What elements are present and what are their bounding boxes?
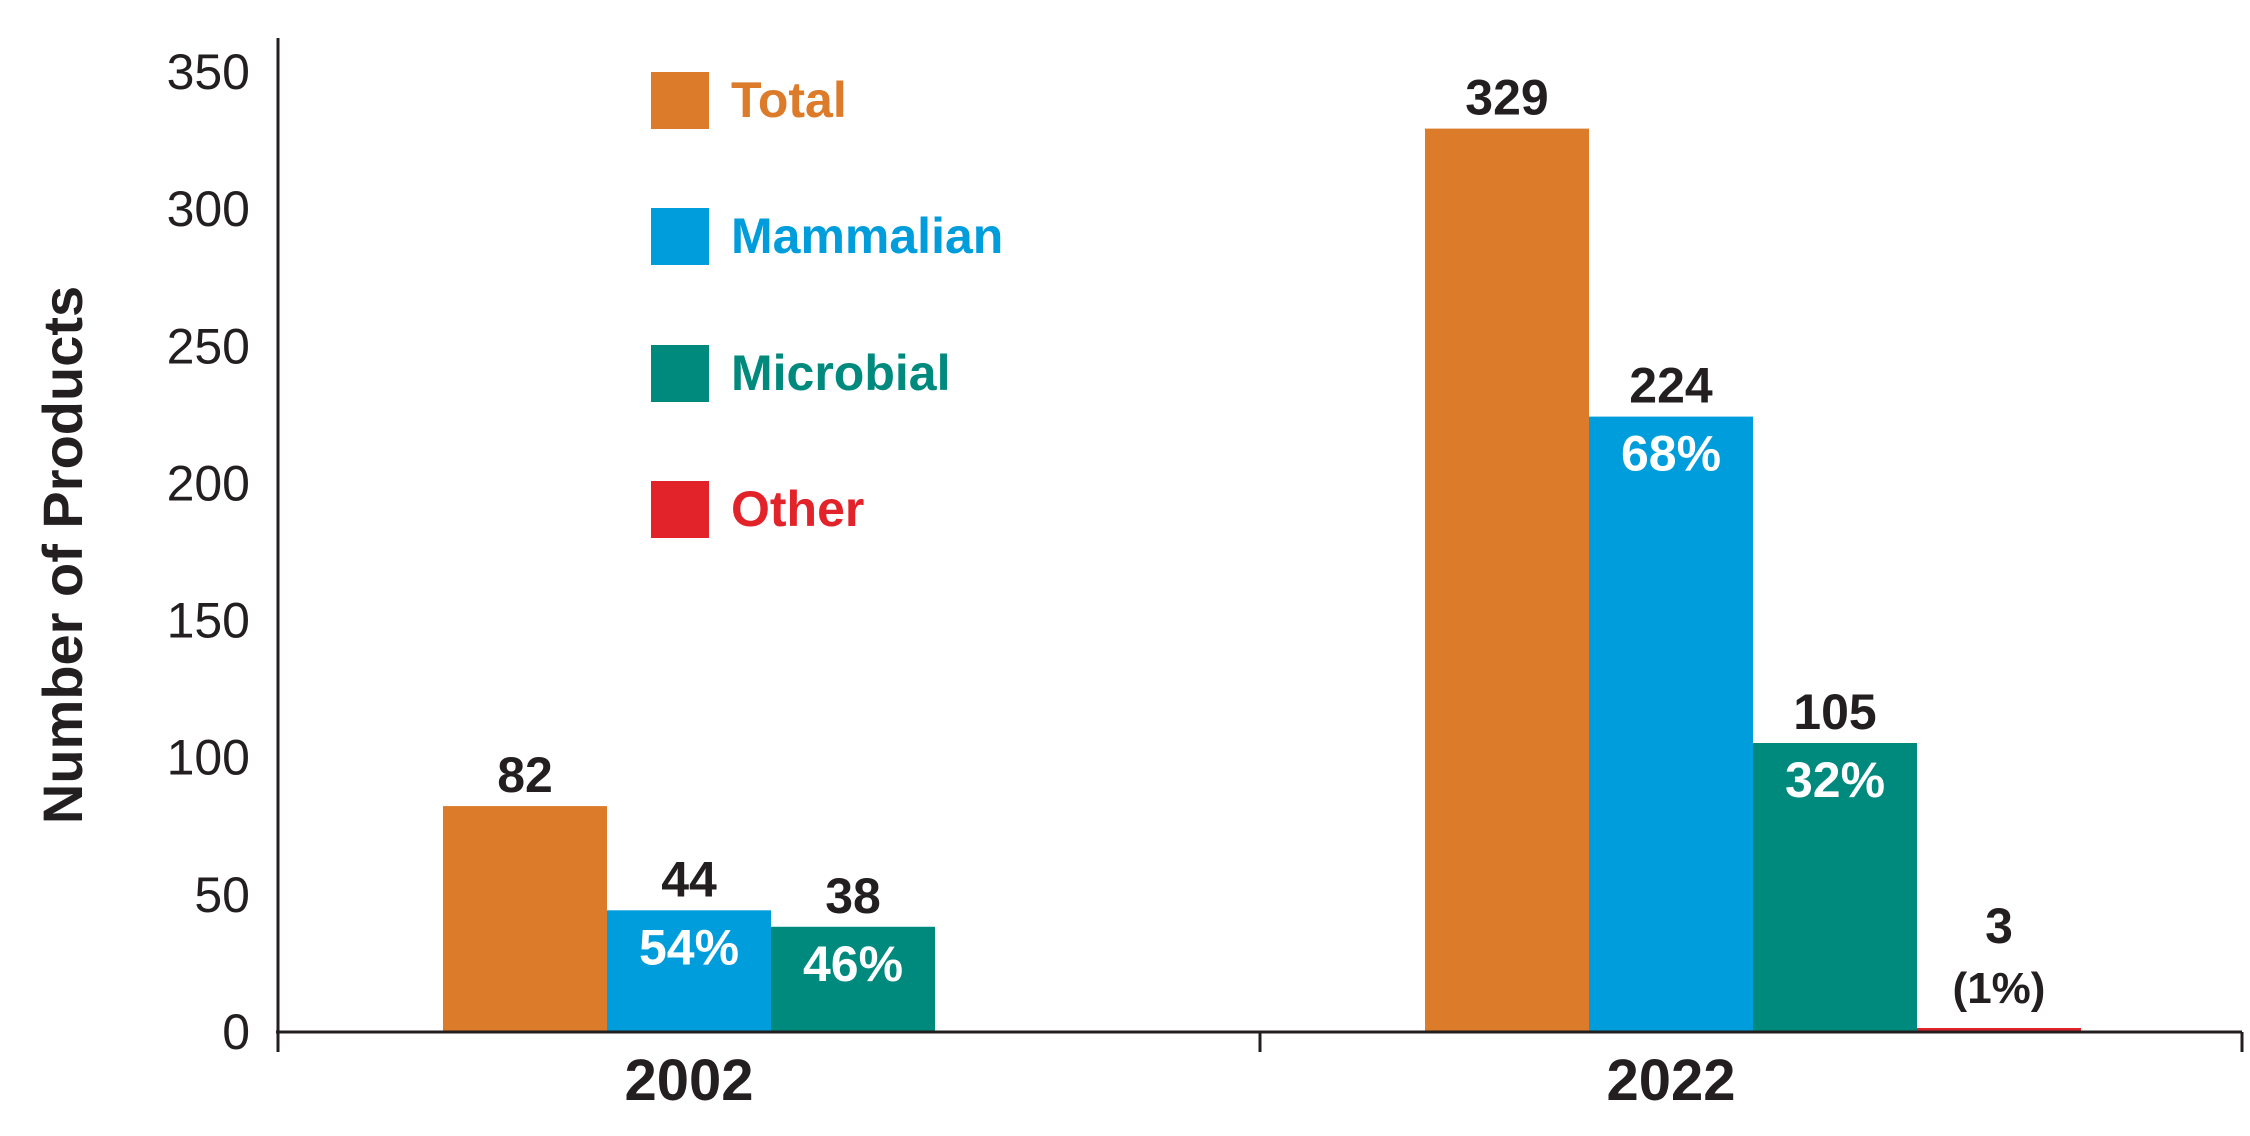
data-labels-group: 82 44 54% 38 46% 329 224 68% 105 32% 3 (1%) [497, 70, 2045, 1013]
legend-label-total: Total [731, 72, 847, 128]
legend-label-mammalian: Mammalian [731, 208, 1003, 264]
bar-microbial-2022 [1753, 743, 1917, 1031]
bar-mammalian-2022 [1589, 416, 1753, 1032]
value-label: 105 [1793, 684, 1876, 740]
legend-label-microbial: Microbial [731, 345, 950, 401]
y-tick-label: 150 [167, 593, 250, 649]
value-label: 224 [1629, 358, 1713, 414]
y-tick-label: 50 [194, 867, 250, 923]
percent-label: 54% [639, 919, 739, 975]
value-label: 3 [1985, 898, 2013, 954]
x-category-label: 2002 [624, 1048, 753, 1113]
legend-swatch-other [651, 481, 709, 538]
y-axis-ticks: 0 50 100 150 200 250 300 350 [167, 44, 250, 1060]
x-axis-category-labels: 2002 2022 [624, 1048, 1735, 1113]
value-label: 329 [1465, 70, 1548, 126]
y-tick-label: 0 [222, 1004, 250, 1060]
legend-label-other: Other [731, 481, 864, 537]
legend-swatch-total [651, 72, 709, 129]
legend-swatch-mammalian [651, 208, 709, 265]
bar-mammalian-2002 [607, 910, 771, 1031]
y-tick-label: 350 [167, 44, 250, 100]
value-label: 44 [661, 851, 717, 907]
x-category-label: 2022 [1606, 1048, 1735, 1113]
bars-group [443, 128, 2081, 1032]
percent-label: 32% [1785, 752, 1885, 808]
bar-other-2022 [1917, 1028, 2081, 1031]
y-tick-label: 250 [167, 318, 250, 374]
percent-label: (1%) [1953, 964, 2046, 1013]
legend-swatch-microbial [651, 345, 709, 402]
bar-total-2002 [443, 806, 607, 1031]
y-tick-label: 300 [167, 181, 250, 237]
bar-total-2022 [1425, 128, 1589, 1032]
y-tick-label: 100 [167, 730, 250, 786]
value-label: 82 [497, 747, 553, 803]
bar-microbial-2002 [771, 926, 935, 1031]
y-tick-label: 200 [167, 455, 250, 511]
axes-group [276, 38, 2244, 1052]
legend: Total Mammalian Microbial Other [651, 72, 1003, 538]
y-axis-title: Number of Products [31, 286, 94, 824]
value-label: 38 [825, 868, 881, 924]
percent-label: 68% [1621, 426, 1721, 482]
percent-label: 46% [803, 936, 903, 992]
